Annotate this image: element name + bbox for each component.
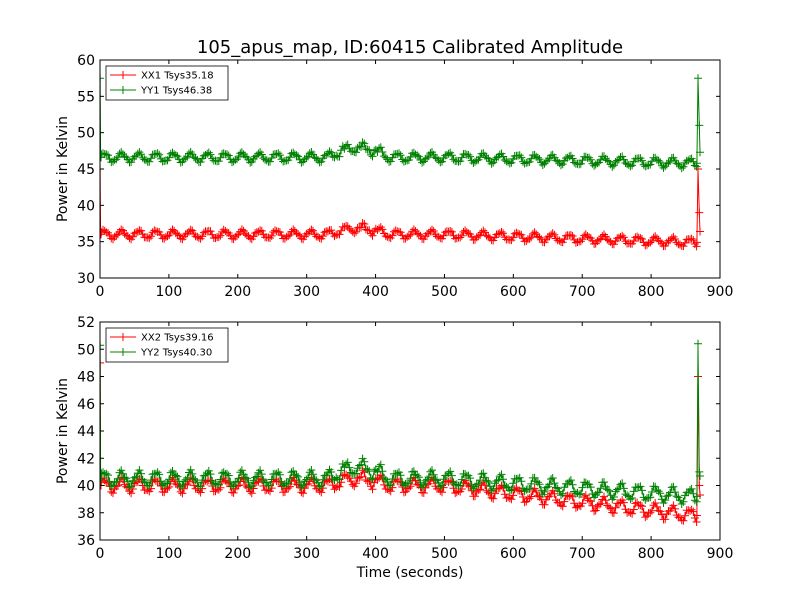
x-tick-label: 600 bbox=[500, 546, 527, 562]
x-tick-label: 300 bbox=[293, 284, 320, 300]
bottom-panel: Power in Kelvin Time (seconds) 0 100 200 30… bbox=[55, 315, 733, 581]
series-red-0 bbox=[100, 165, 704, 251]
legend-marker bbox=[119, 348, 127, 356]
legend-marker bbox=[119, 86, 127, 94]
legend-box bbox=[105, 327, 229, 363]
x-tick-label: 500 bbox=[431, 546, 458, 562]
legend-box bbox=[105, 65, 229, 101]
y-axis-label-bottom: Power in Kelvin bbox=[55, 378, 71, 484]
y-tick-label: 48 bbox=[77, 370, 95, 386]
y-tick-label: 52 bbox=[77, 315, 95, 331]
x-tick-label: 800 bbox=[638, 546, 665, 562]
x-tick-label: 0 bbox=[96, 284, 105, 300]
series-markers bbox=[100, 358, 704, 526]
y-tick-label: 55 bbox=[77, 89, 95, 105]
x-tick-label: 600 bbox=[500, 284, 527, 300]
legend: XX1 Tsys35.18 YY1 Tsys46.38 bbox=[105, 65, 229, 101]
x-tick-label: 200 bbox=[224, 546, 251, 562]
x-tick-label: 400 bbox=[362, 284, 389, 300]
y-tick-label: 30 bbox=[77, 271, 95, 287]
x-tick-label: 900 bbox=[707, 284, 734, 300]
x-tick-label: 700 bbox=[569, 284, 596, 300]
y-tick-label: 42 bbox=[77, 451, 95, 467]
series-line bbox=[100, 168, 701, 248]
y-tick-label: 38 bbox=[77, 506, 95, 522]
legend-label: XX2 Tsys39.16 bbox=[141, 333, 214, 344]
x-tick-label: 0 bbox=[96, 546, 105, 562]
y-tick-label: 50 bbox=[77, 342, 95, 358]
x-tick-label: 500 bbox=[431, 284, 458, 300]
x-axis-label: Time (seconds) bbox=[356, 565, 464, 581]
y-tick-label: 60 bbox=[77, 53, 95, 69]
y-axis-label-top: Power in Kelvin bbox=[55, 116, 71, 222]
series-line bbox=[100, 362, 701, 523]
legend-marker bbox=[119, 71, 127, 79]
top-panel: Power in Kelvin 0 100 200 300 400 500 600 700 80… bbox=[55, 53, 733, 300]
legend-label: XX1 Tsys35.18 bbox=[141, 71, 214, 82]
y-tick-label: 40 bbox=[77, 479, 95, 495]
legend-label: YY1 Tsys46.38 bbox=[140, 86, 212, 97]
x-tick-label: 800 bbox=[638, 284, 665, 300]
x-tick-label: 700 bbox=[569, 546, 596, 562]
y-tick-label: 40 bbox=[77, 198, 95, 214]
y-tick-label: 45 bbox=[77, 162, 95, 178]
y-tick-label: 50 bbox=[77, 126, 95, 142]
x-tick-label: 400 bbox=[362, 546, 389, 562]
x-tick-label: 100 bbox=[156, 546, 183, 562]
y-tick-label: 46 bbox=[77, 397, 95, 413]
series-markers bbox=[100, 165, 704, 251]
x-tick-label: 900 bbox=[707, 546, 734, 562]
legend-label: YY2 Tsys40.30 bbox=[140, 348, 212, 359]
series-green-1 bbox=[100, 339, 704, 508]
y-tick-label: 36 bbox=[77, 533, 95, 549]
y-tick-label: 44 bbox=[77, 424, 95, 440]
y-tick-label: 35 bbox=[77, 235, 95, 251]
chart-title: 105_apus_map, ID:60415 Calibrated Amplit… bbox=[197, 37, 623, 58]
legend-marker bbox=[119, 333, 127, 341]
x-tick-label: 100 bbox=[156, 284, 183, 300]
series-red-1 bbox=[100, 358, 704, 526]
legend: XX2 Tsys39.16 YY2 Tsys40.30 bbox=[105, 327, 229, 363]
x-tick-label: 200 bbox=[224, 284, 251, 300]
x-tick-label: 300 bbox=[293, 546, 320, 562]
